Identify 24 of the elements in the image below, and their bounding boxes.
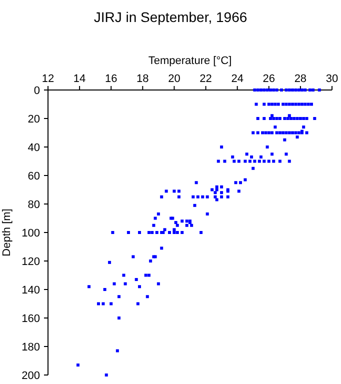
y-tick-label: 20 — [28, 114, 40, 126]
x-tick-label: 24 — [231, 73, 244, 85]
y-tick-label: 160 — [22, 313, 40, 325]
y-tick-label: 140 — [22, 284, 40, 296]
x-tick-label: 28 — [294, 73, 307, 85]
y-tick-label: 40 — [28, 142, 40, 154]
y-tick-label: 120 — [22, 256, 40, 268]
x-tick-label: 14 — [73, 73, 86, 85]
y-tick-label: 200 — [22, 370, 40, 382]
x-tick-label: 30 — [326, 73, 338, 85]
y-tick-label: 60 — [28, 170, 40, 182]
x-tick-label: 16 — [104, 73, 118, 85]
chart-title: JIRJ in September, 1966 — [94, 9, 248, 25]
y-tick-label: 180 — [22, 342, 40, 354]
x-tick-label: 12 — [42, 73, 54, 85]
x-tick-label: 20 — [168, 73, 180, 85]
y-tick-label: 80 — [28, 199, 40, 211]
y-tick-label: 0 — [34, 85, 40, 97]
x-tick-label: 22 — [200, 73, 212, 85]
x-axis-title: Temperature [°C] — [148, 55, 232, 67]
x-tick-label: 18 — [136, 73, 149, 85]
y-tick-label: 100 — [22, 228, 40, 240]
y-axis-title: Depth [m] — [1, 208, 13, 256]
x-tick-label: 26 — [262, 73, 276, 85]
